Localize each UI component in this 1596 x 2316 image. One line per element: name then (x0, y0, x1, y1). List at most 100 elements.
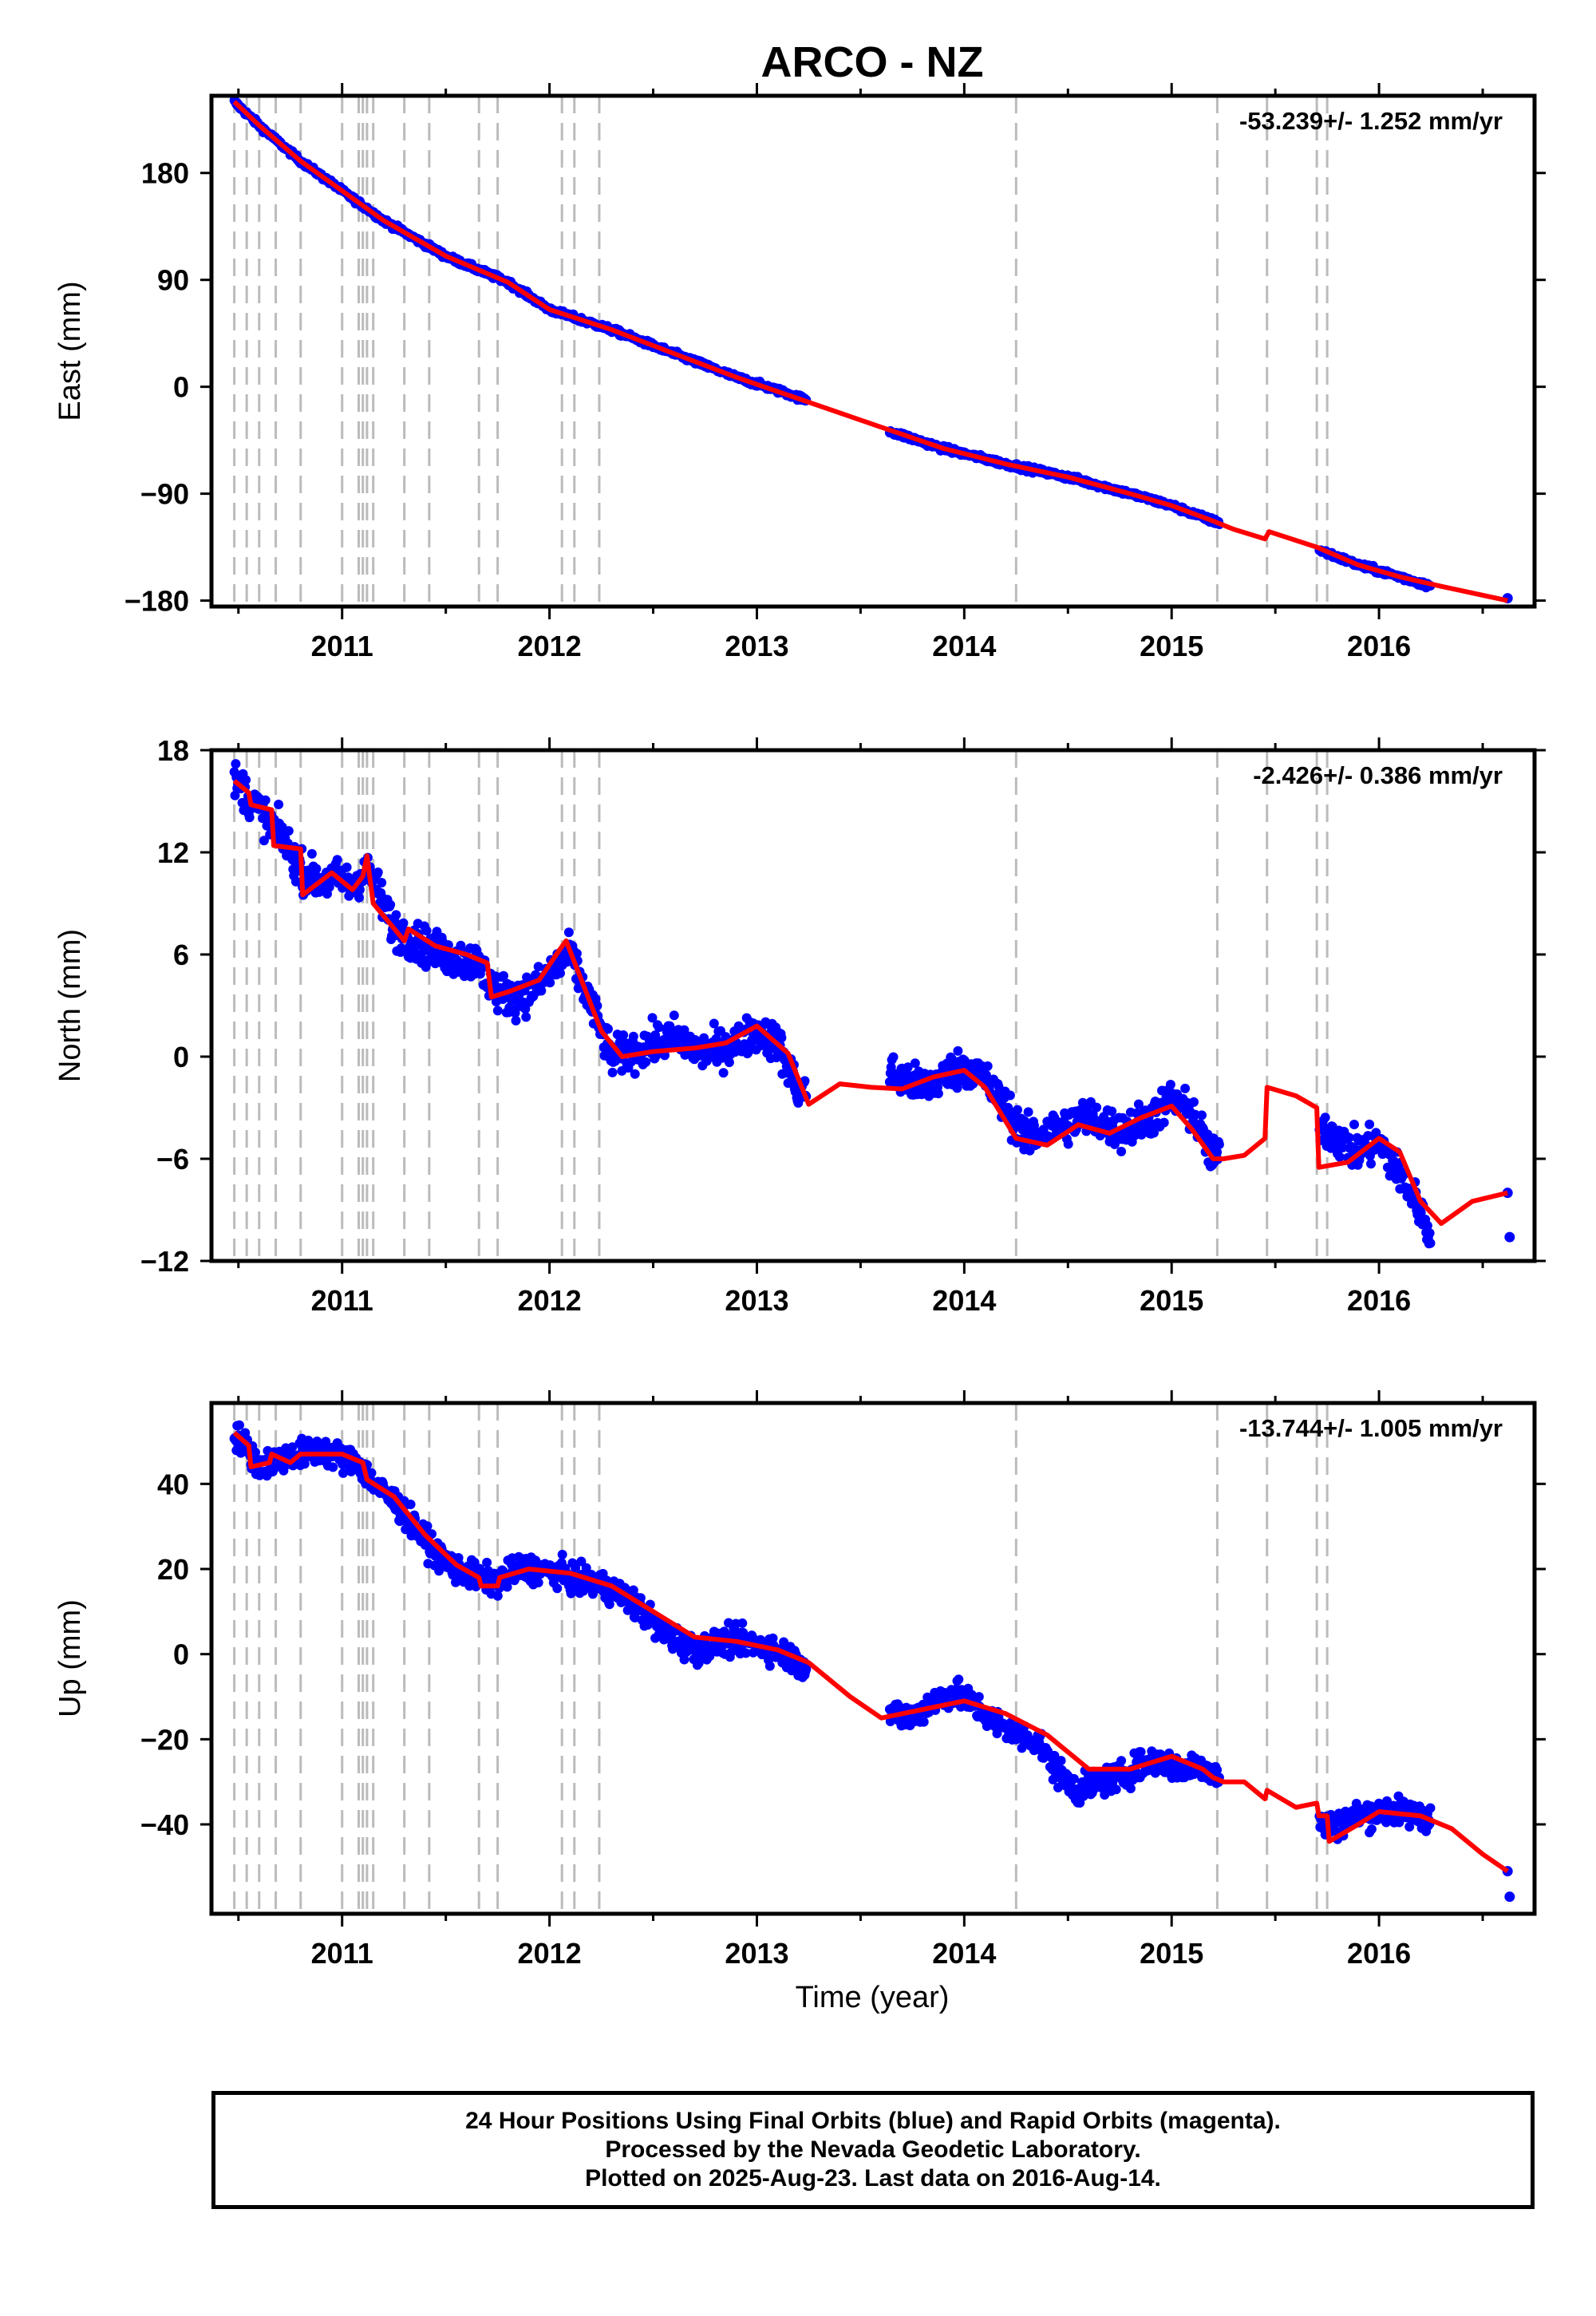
observation-point (1425, 1803, 1436, 1813)
observation-point (628, 1031, 638, 1041)
observation-point (679, 1025, 689, 1035)
y-tick-label: −180 (124, 585, 189, 618)
plot-frame (209, 1401, 1537, 1916)
observation-point (1349, 1120, 1359, 1129)
observation-point (1107, 1106, 1117, 1117)
observation-point (1116, 1756, 1127, 1766)
observation-point (299, 1459, 310, 1469)
observation-point (604, 1599, 614, 1610)
observation-point (1214, 1140, 1224, 1149)
observation-point (801, 1664, 812, 1674)
x-tick-label: 2012 (518, 1937, 582, 1970)
observation-point (1005, 1090, 1015, 1101)
observation-point (974, 1692, 984, 1702)
observation-point (510, 1008, 520, 1018)
observation-point (434, 1566, 444, 1576)
observation-point (1189, 1097, 1199, 1107)
observation-point (699, 1033, 709, 1043)
y-tick-label: 180 (141, 157, 189, 190)
observation-point (492, 1006, 503, 1016)
x-tick-label: 2015 (1140, 1937, 1203, 1970)
model-line (232, 100, 1508, 603)
observation-point (1337, 1143, 1348, 1152)
plot-area (229, 1403, 1515, 1914)
observation-point (933, 1089, 943, 1099)
y-tick-label: 40 (157, 1468, 189, 1500)
observation-point (1159, 1117, 1169, 1128)
x-tick-label: 2016 (1347, 1284, 1411, 1317)
observation-point (1320, 1113, 1330, 1123)
observation-point (1212, 1147, 1223, 1157)
plot-frame (209, 93, 1537, 609)
observation-points (229, 96, 1513, 604)
observation-point (283, 826, 294, 836)
observation-point (338, 1468, 348, 1478)
observation-point (709, 1018, 719, 1029)
observation-point (342, 862, 352, 872)
x-tick-label: 2011 (311, 630, 373, 662)
chart-title: ARCO - NZ (761, 38, 984, 86)
footer-line-3: Plotted on 2025-Aug-23. Last data on 201… (585, 2165, 1161, 2192)
observation-point (741, 1648, 751, 1658)
observation-point (328, 1462, 338, 1472)
observation-point (1125, 1784, 1136, 1793)
observation-point (1404, 1822, 1415, 1832)
observation-point (641, 1057, 651, 1067)
observation-point (391, 910, 401, 920)
observation-point (259, 836, 269, 846)
observation-point (405, 1500, 416, 1509)
rate-label: -2.426+/- 0.386 mm/yr (1253, 761, 1503, 789)
observation-point (244, 812, 255, 823)
observation-point (1180, 1083, 1191, 1093)
observation-point (1366, 1824, 1377, 1834)
observation-point (1069, 1773, 1079, 1784)
observation-point (918, 1717, 929, 1727)
observation-point (1056, 1756, 1066, 1766)
observation-point (981, 1070, 991, 1081)
observation-point (1133, 1099, 1144, 1109)
observation-point (536, 986, 547, 996)
model-line (232, 779, 1508, 1227)
observation-point (768, 1633, 778, 1643)
observation-point (499, 970, 508, 981)
x-tick-label: 2015 (1140, 1284, 1203, 1317)
footer-line-1: 24 Hour Positions Using Final Orbits (bl… (465, 2108, 1281, 2134)
observation-point (1422, 1220, 1432, 1231)
observation-point (241, 775, 251, 785)
observation-point (679, 1654, 689, 1665)
observation-point (312, 1437, 322, 1446)
observation-point (235, 1420, 244, 1430)
y-tick-label: 0 (173, 371, 189, 404)
y-axis-label: North (mm) (53, 929, 87, 1082)
observation-point (287, 1442, 298, 1452)
observation-point (1363, 1131, 1373, 1141)
x-tick-label: 2011 (311, 1937, 373, 1970)
observation-point (1092, 1102, 1102, 1113)
observation-point (1116, 1146, 1127, 1156)
observation-point (776, 1033, 787, 1043)
observation-point (511, 1015, 521, 1026)
x-tick-label: 2012 (518, 630, 582, 662)
x-tick-label: 2016 (1347, 1937, 1411, 1970)
observation-point (669, 1010, 679, 1021)
x-tick-label: 2015 (1140, 630, 1203, 662)
observation-point (1049, 1750, 1060, 1761)
y-tick-label: −6 (156, 1143, 189, 1176)
y-tick-label: −90 (140, 478, 189, 511)
y-tick-label: 20 (157, 1553, 189, 1586)
x-tick-label: 2013 (725, 1284, 788, 1317)
observation-point (555, 968, 565, 978)
y-axis-label: East (mm) (53, 281, 87, 421)
x-tick-label: 2016 (1347, 630, 1411, 662)
y-tick-label: 0 (173, 1638, 189, 1671)
observation-point (521, 1012, 531, 1022)
y-tick-label: −40 (140, 1808, 189, 1841)
observation-point (910, 1058, 920, 1069)
plot-area (229, 750, 1515, 1261)
observation-point (1365, 1119, 1375, 1129)
rate-label: -13.744+/- 1.005 mm/yr (1239, 1414, 1503, 1442)
x-tick-label: 2014 (932, 1937, 996, 1970)
observation-point (373, 868, 383, 877)
x-tick-label: 2011 (311, 1284, 373, 1317)
observation-point (1136, 1747, 1146, 1757)
